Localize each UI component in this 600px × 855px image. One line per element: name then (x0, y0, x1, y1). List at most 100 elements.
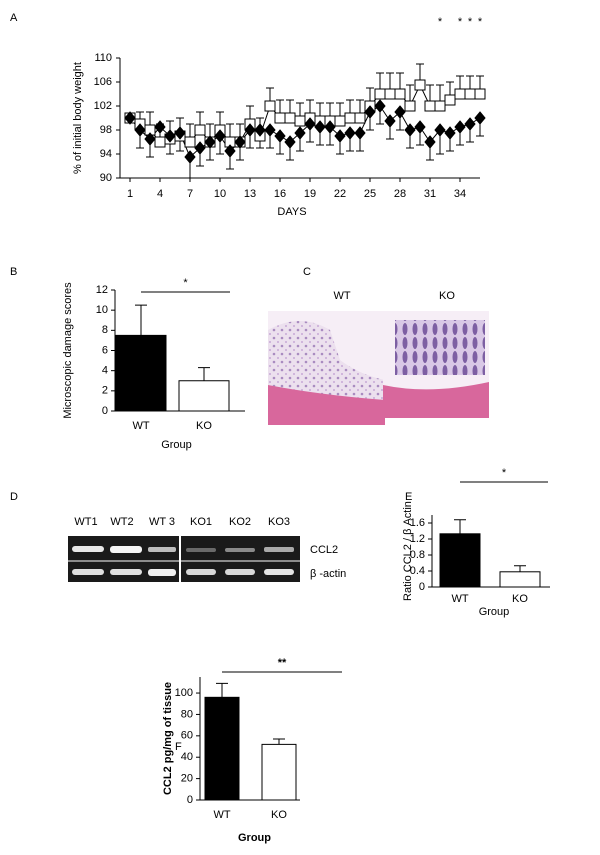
y-axis-label: CCL2 pg/mg of tissue (162, 682, 174, 795)
x-axis-label: Group (238, 832, 271, 844)
marker (264, 123, 276, 137)
marker (464, 88, 476, 100)
bar (261, 743, 297, 801)
panel-letter: E (405, 491, 412, 503)
y-tick-label: 102 (94, 100, 112, 112)
marker (444, 94, 456, 106)
marker (474, 111, 486, 125)
marker (174, 126, 186, 140)
x-axis-label: Group (479, 606, 510, 618)
y-axis-label: % of initial body weight (72, 62, 84, 174)
x-tick-label: 22 (334, 188, 346, 200)
significance: * (478, 16, 483, 28)
image-label: KO (439, 290, 455, 302)
y-tick-label: 100 (175, 687, 193, 699)
x-tick-label: 10 (214, 188, 226, 200)
marker (334, 129, 346, 143)
x-tick-label: 25 (364, 188, 376, 200)
y-tick-label: 90 (100, 172, 112, 184)
significance: * (468, 16, 473, 28)
y-axis-label: Ratio CCL2 / β Actin (402, 501, 414, 601)
marker (444, 126, 456, 140)
y-tick-label: 106 (94, 76, 112, 88)
marker (154, 120, 166, 134)
error-bar (514, 565, 526, 572)
marker (184, 136, 196, 148)
lane-label: KO1 (190, 516, 212, 528)
significance: * (458, 16, 463, 28)
error-bar (135, 304, 147, 336)
y-tick-label: 98 (100, 124, 112, 136)
x-tick-label: 28 (394, 188, 406, 200)
error-bar (216, 682, 228, 698)
y-tick-label: 4 (102, 365, 108, 377)
marker (264, 100, 276, 112)
marker (334, 115, 346, 127)
band-label: β -actin (310, 568, 346, 580)
marker (204, 135, 216, 149)
x-tick-label: KO (196, 420, 212, 432)
x-tick-label: 31 (424, 188, 436, 200)
significance: * (502, 467, 507, 479)
marker (124, 111, 136, 125)
y-tick-label: 0.4 (410, 565, 425, 577)
image-label: WT (333, 290, 350, 302)
y-tick-label: 110 (94, 52, 112, 64)
marker (454, 120, 466, 134)
marker (344, 112, 356, 124)
marker (214, 129, 226, 143)
lane-label: WT2 (110, 516, 133, 528)
lane-label: KO2 (229, 516, 251, 528)
y-tick-label: 8 (102, 324, 108, 336)
lane-label: WT 3 (149, 516, 175, 528)
marker (424, 135, 436, 149)
band-label: CCL2 (310, 544, 338, 556)
x-axis-label: DAYS (277, 206, 306, 218)
error-bar (198, 367, 210, 381)
marker (384, 88, 396, 100)
x-tick-label: 16 (274, 188, 286, 200)
marker (474, 88, 486, 100)
y-tick-label: 0 (419, 581, 425, 593)
x-tick-label: WT (451, 593, 468, 605)
x-tick-label: 34 (454, 188, 466, 200)
marker (324, 120, 336, 134)
y-tick-label: 10 (96, 304, 108, 316)
marker (384, 114, 396, 128)
marker (274, 112, 286, 124)
x-tick-label: WT (132, 420, 149, 432)
y-axis-label: Microscopic damage scores (62, 282, 74, 419)
marker (404, 100, 416, 112)
bar (439, 533, 481, 588)
marker (254, 123, 266, 137)
lane-label: KO3 (268, 516, 290, 528)
marker (434, 123, 446, 137)
marker (184, 150, 196, 164)
y-tick-label: 0 (187, 794, 193, 806)
marker (294, 126, 306, 140)
y-tick-label: 60 (181, 730, 193, 742)
marker (374, 99, 386, 113)
x-tick-label: WT (213, 809, 230, 821)
marker (314, 120, 326, 134)
marker (364, 105, 376, 119)
y-tick-label: 12 (96, 284, 108, 296)
error-bar (454, 519, 466, 534)
significance: ** (278, 657, 287, 669)
panel-letter: D (10, 491, 18, 503)
bar (204, 696, 240, 801)
marker (284, 135, 296, 149)
marker (394, 88, 406, 100)
significance: * (183, 277, 188, 289)
bar (499, 571, 541, 588)
marker (404, 123, 416, 137)
y-tick-label: 1.6 (410, 517, 425, 529)
marker (294, 115, 306, 127)
y-tick-label: 20 (181, 773, 193, 785)
bar (178, 380, 230, 412)
bar (115, 334, 167, 412)
x-tick-label: 7 (187, 188, 193, 200)
x-axis-label: Group (161, 439, 192, 451)
